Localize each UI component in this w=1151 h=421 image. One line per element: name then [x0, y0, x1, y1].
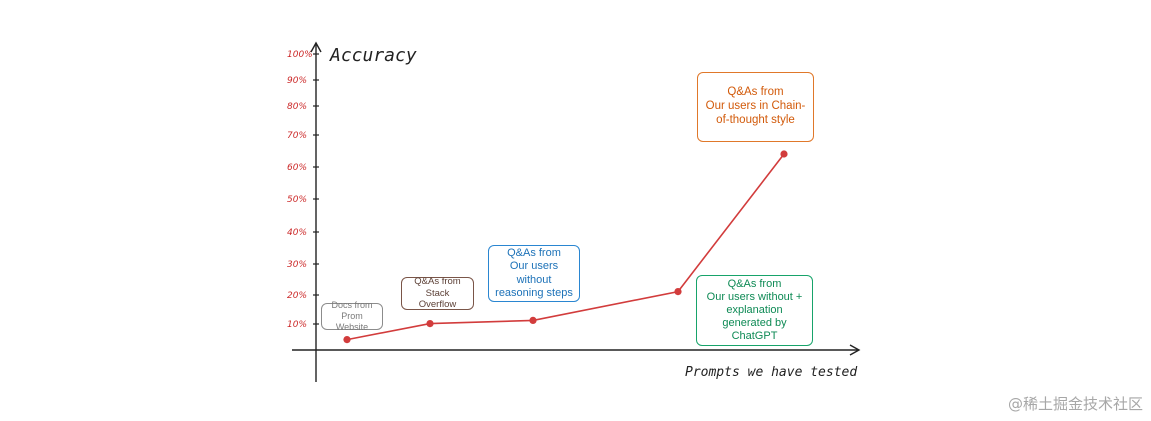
y-tick-label: 10% [287, 320, 307, 330]
series-accuracy [343, 150, 788, 344]
data-point [343, 336, 351, 344]
y-axis-ticks: 100% 90% 80% 70% 60% 50% 40% 30% 20% 10% [287, 50, 319, 330]
y-tick-label: 80% [287, 102, 307, 112]
watermark: @稀土掘金技术社区 [1007, 395, 1143, 413]
y-tick-label: 30% [287, 260, 307, 270]
annotation-box: Q&As from Our users in Chain- of-thought… [697, 72, 814, 142]
y-axis-label: Accuracy [329, 45, 417, 66]
y-tick-label: 50% [287, 195, 307, 205]
y-tick-label: 100% [287, 50, 313, 60]
y-tick-label: 60% [287, 163, 307, 173]
annotation-box: Q&As from Our users without + explanatio… [696, 275, 813, 346]
axes [292, 41, 861, 382]
y-axis-arrow [310, 41, 322, 53]
data-point [780, 150, 788, 158]
y-tick-label: 20% [287, 291, 307, 301]
data-point [529, 316, 537, 324]
annotation-box: Docs from Prom Website [321, 300, 383, 332]
data-point [674, 288, 682, 296]
annotation-box: Q&As from Our users without reasoning st… [488, 245, 580, 302]
x-axis-label: Prompts we have tested [685, 365, 857, 380]
annotation-box: Q&As from Stack Overflow [401, 276, 474, 310]
data-point [426, 320, 434, 328]
y-tick-label: 90% [287, 76, 307, 86]
y-tick-label: 40% [287, 228, 307, 238]
x-axis-arrow [849, 344, 861, 356]
y-tick-label: 70% [287, 131, 307, 141]
